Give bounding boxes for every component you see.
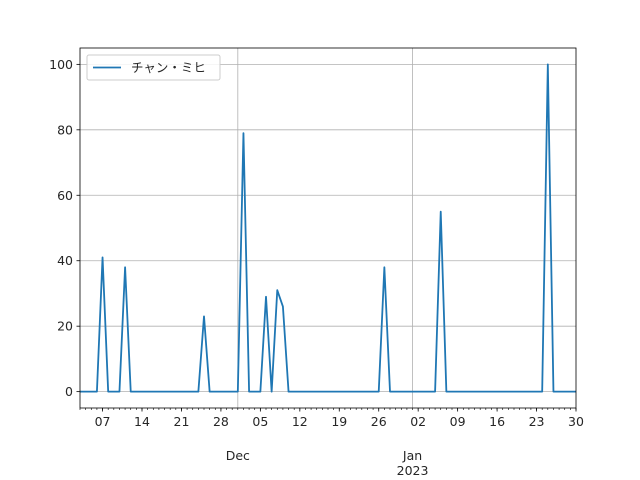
y-tick-label: 80: [57, 122, 73, 137]
x-tick-label: 09: [450, 414, 466, 429]
x-tick-label: 21: [174, 414, 190, 429]
x-tick-label: 07: [95, 414, 111, 429]
x-tick-label: 28: [213, 414, 229, 429]
y-tick-label: 60: [57, 188, 73, 203]
month-label: Dec: [226, 448, 250, 463]
x-tick-label: 16: [489, 414, 505, 429]
x-tick-label: 05: [252, 414, 268, 429]
x-tick-label: 19: [331, 414, 347, 429]
legend: チャン・ミヒ: [86, 54, 221, 81]
month-label: Jan: [402, 448, 422, 463]
x-tick-label: 26: [371, 414, 387, 429]
plot-frame: [79, 47, 577, 409]
x-tick-label: 30: [568, 414, 584, 429]
x-tick-label: 23: [529, 414, 545, 429]
y-tick-label: 100: [49, 57, 73, 72]
x-tick-label: 14: [134, 414, 150, 429]
y-tick-label: 0: [65, 384, 73, 399]
series-lines: [80, 63, 576, 393]
y-tick-label: 40: [57, 253, 73, 268]
year-label: 2023: [397, 463, 429, 478]
x-tick-label: 12: [292, 414, 308, 429]
series-line: [80, 63, 576, 393]
y-tick-label: 20: [57, 319, 73, 334]
x-tick-label: 02: [410, 414, 426, 429]
grid-lines: [80, 48, 576, 408]
legend-box: [86, 54, 221, 81]
legend-label: チャン・ミヒ: [131, 60, 206, 75]
y-axis: 0 20 40 60 80 100: [49, 57, 80, 399]
